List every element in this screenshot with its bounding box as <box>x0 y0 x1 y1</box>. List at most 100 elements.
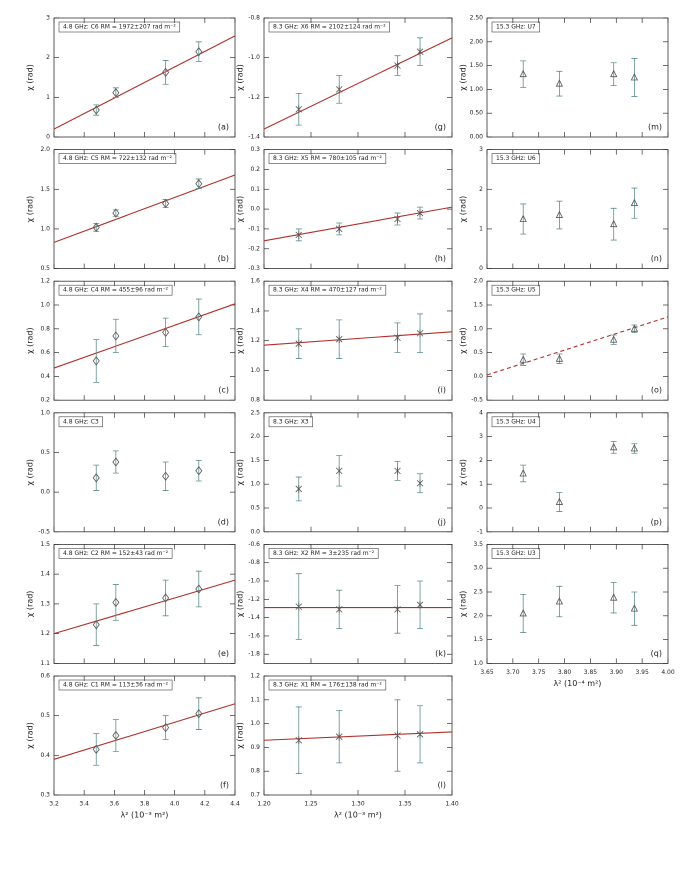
x-tick-label: 3.6 <box>110 801 120 808</box>
data-point <box>335 85 343 94</box>
y-tick-label: 0.2 <box>250 166 260 173</box>
error-bar <box>610 207 617 241</box>
x-tick-label: 3.2 <box>49 801 59 808</box>
plot-frame <box>53 17 236 138</box>
fit-line <box>53 35 236 130</box>
data-point <box>335 335 343 344</box>
fit-line <box>53 703 236 760</box>
y-tick-label: 0.0 <box>250 528 260 535</box>
data-point <box>92 744 100 755</box>
data-point <box>92 222 100 233</box>
plot-frame <box>486 149 669 270</box>
legend-label: 15.3 GHz: U5 <box>496 287 536 294</box>
legend-box <box>491 153 541 164</box>
y-tick-label: 1.0 <box>250 720 260 727</box>
legend-box <box>58 284 173 296</box>
data-point <box>112 331 120 341</box>
data-point <box>162 67 170 78</box>
y-tick-label: 1.5 <box>473 302 483 309</box>
error-bar <box>520 593 527 633</box>
x-tick-label: 1.25 <box>304 801 318 808</box>
error-bar <box>610 582 617 614</box>
y-tick-label: 3.0 <box>473 565 483 572</box>
error-bar <box>162 317 169 348</box>
data-point <box>394 61 401 70</box>
error-bar <box>162 461 169 491</box>
plot-frame <box>486 17 669 138</box>
y-tick-label: 2 <box>479 457 483 464</box>
data-point <box>162 327 170 338</box>
y-tick-label: 1.0 <box>473 325 483 332</box>
y-tick-label: 0 <box>479 505 483 512</box>
legend-box <box>268 153 387 164</box>
y-tick-label: 0.4 <box>40 373 50 380</box>
data-point <box>195 709 203 719</box>
data-point <box>630 444 639 452</box>
y-tick-label: 1.4 <box>40 571 50 578</box>
x-tick-label: 1.40 <box>445 801 459 808</box>
y-axis-label: χ (rad) <box>236 196 245 223</box>
error-bar <box>631 187 638 219</box>
legend-label: 15.3 GHz: U6 <box>496 155 536 162</box>
legend-label: 15.3 GHz: U3 <box>496 550 536 557</box>
data-point <box>610 69 618 78</box>
y-tick-label: 4 <box>479 409 483 416</box>
error-bar <box>195 41 202 63</box>
data-point <box>195 47 203 57</box>
legend-box <box>491 284 541 296</box>
y-tick-label: 0.5 <box>40 712 50 719</box>
error-bar <box>631 58 638 97</box>
error-bar <box>112 719 119 752</box>
plot-frame <box>486 544 669 664</box>
data-point <box>416 47 424 56</box>
x-tick-label: 1.30 <box>351 801 365 808</box>
panel-label: (b) <box>218 254 229 263</box>
data-point <box>112 87 120 98</box>
data-point <box>92 620 100 630</box>
y-tick-label: 2.0 <box>473 278 483 285</box>
legend-box <box>58 679 173 691</box>
legend-label: 15.3 GHz: U4 <box>496 418 536 425</box>
panel-label: (p) <box>651 517 662 526</box>
y-tick-label: 1.2 <box>250 337 260 344</box>
legend-label: 8.3 GHz: X5 RM = 780±105 rad m⁻² <box>273 155 382 162</box>
legend-label: 4.8 GHz: C6 RM = 1972±207 rad m⁻² <box>63 24 176 31</box>
data-point <box>335 732 343 741</box>
error-bar <box>520 60 527 88</box>
legend-label: 8.3 GHz: X4 RM = 470±127 rad m⁻² <box>273 287 382 294</box>
panel-label: (q) <box>651 649 662 658</box>
legend-box <box>491 21 541 33</box>
data-point <box>394 333 401 342</box>
legend-box <box>58 21 181 33</box>
y-tick-label: 0.2 <box>40 397 50 404</box>
data-point <box>630 604 639 612</box>
error-bar <box>112 209 119 217</box>
data-point <box>112 208 120 218</box>
data-point <box>112 597 120 608</box>
data-point <box>335 224 343 233</box>
fit-line <box>263 331 453 346</box>
error-bar <box>520 464 527 483</box>
y-tick-label: 1.2 <box>40 278 50 285</box>
data-point <box>195 179 203 189</box>
data-point <box>519 355 527 363</box>
error-bar <box>195 460 202 482</box>
y-tick-label: 1.3 <box>40 600 50 607</box>
legend-box <box>58 416 104 428</box>
data-point <box>92 473 100 483</box>
y-axis-label: χ (rad) <box>236 327 245 354</box>
data-point <box>555 354 564 362</box>
plot-frame <box>263 17 453 138</box>
x-tick-label: 4.00 <box>661 669 675 676</box>
data-point <box>394 731 401 740</box>
data-point <box>162 198 170 209</box>
y-tick-label: 1.0 <box>40 225 50 232</box>
x-tick-label: 3.85 <box>584 669 598 676</box>
data-point <box>416 600 424 609</box>
y-axis-label: χ (rad) <box>459 591 468 618</box>
data-point <box>92 105 100 115</box>
y-tick-label: 1.5 <box>40 186 50 193</box>
data-point <box>162 722 170 733</box>
data-point <box>295 105 303 114</box>
plot-frame <box>53 675 236 796</box>
